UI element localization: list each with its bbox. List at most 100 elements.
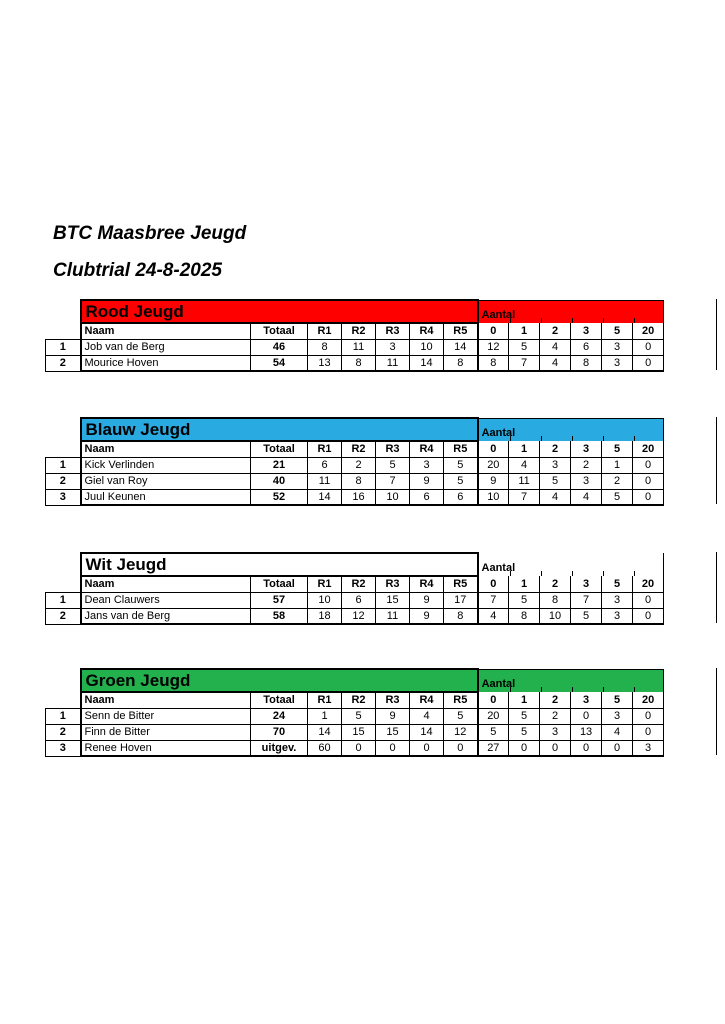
total-cell: 46 bbox=[250, 338, 308, 356]
aantal-column-header: 0 bbox=[477, 692, 510, 709]
table-row: 2 Finn de Bitter 70 14 15 15 14 12 5 5 3 13 4 0 bbox=[45, 723, 665, 741]
aantal-count-cell: 4 bbox=[477, 607, 510, 625]
round-column-header: R3 bbox=[375, 322, 410, 340]
round-score-cell: 0 bbox=[341, 739, 376, 757]
table-right-border-line bbox=[716, 668, 717, 755]
score-table: Blauw Jeugd Aantal Naam Totaal R1 R2 R3 R4 R5 0 1 2… bbox=[45, 417, 665, 506]
rank-cell: 1 bbox=[45, 456, 81, 474]
table-row: 1 Job van de Berg 46 8 11 3 10 14 12 5 4 6 3 0 bbox=[45, 338, 665, 356]
group-title: Rood Jeugd bbox=[79, 299, 479, 324]
name-column-header: Naam bbox=[79, 691, 251, 709]
aantal-band: Aantal bbox=[477, 668, 665, 692]
round-score-cell: 5 bbox=[341, 707, 376, 725]
document-title: BTC Maasbree Jeugd bbox=[53, 223, 247, 244]
name-cell: Giel van Roy bbox=[79, 472, 251, 490]
round-column-header: R3 bbox=[375, 440, 410, 458]
round-score-cell: 4 bbox=[409, 707, 444, 725]
round-score-cell: 16 bbox=[341, 488, 376, 506]
rank-cell: 2 bbox=[45, 354, 81, 372]
round-column-header: R1 bbox=[307, 440, 342, 458]
total-cell: 21 bbox=[250, 456, 308, 474]
row-number-spacer bbox=[46, 669, 81, 692]
aantal-column-header: 2 bbox=[539, 441, 572, 458]
table-row: 2 Mourice Hoven 54 13 8 11 14 8 8 7 4 8 3 0 bbox=[45, 354, 665, 372]
round-score-cell: 14 bbox=[307, 723, 342, 741]
table-right-border-line bbox=[716, 552, 717, 623]
column-tick bbox=[571, 571, 573, 576]
aantal-count-cell: 10 bbox=[477, 488, 510, 506]
aantal-count-cell: 3 bbox=[570, 472, 603, 490]
round-score-cell: 8 bbox=[442, 607, 479, 625]
aantal-column-header: 5 bbox=[601, 441, 634, 458]
aantal-count-cell: 3 bbox=[601, 707, 634, 725]
score-table-groen-jeugd: Groen Jeugd Aantal Naam Totaal R1 R2 R3 R4 R5 0 1 2… bbox=[45, 668, 717, 757]
aantal-count-cell: 5 bbox=[508, 707, 541, 725]
row-number-spacer bbox=[46, 576, 81, 592]
total-cell: 70 bbox=[250, 723, 308, 741]
total-cell: 58 bbox=[250, 607, 308, 625]
table-row: 1 Senn de Bitter 24 1 5 9 4 5 20 5 2 0 3 0 bbox=[45, 707, 665, 725]
round-score-cell: 6 bbox=[442, 488, 479, 506]
aantal-count-cell: 8 bbox=[570, 354, 603, 372]
aantal-count-cell: 7 bbox=[508, 354, 541, 372]
table-row: 3 Juul Keunen 52 14 16 10 6 6 10 7 4 4 5 0 bbox=[45, 488, 665, 506]
total-column-header: Totaal bbox=[250, 691, 308, 709]
round-score-cell: 5 bbox=[442, 472, 479, 490]
rank-cell: 3 bbox=[45, 488, 81, 506]
aantal-count-cell: 13 bbox=[570, 723, 603, 741]
rank-cell: 2 bbox=[45, 723, 81, 741]
round-score-cell: 5 bbox=[442, 456, 479, 474]
aantal-count-cell: 2 bbox=[570, 456, 603, 474]
header-row: Naam Totaal R1 R2 R3 R4 R5 0 1 2 3 5 20 bbox=[46, 322, 665, 340]
aantal-count-cell: 2 bbox=[601, 472, 634, 490]
header-row: Naam Totaal R1 R2 R3 R4 R5 0 1 2 3 5 20 bbox=[46, 440, 665, 458]
title-row: Groen Jeugd Aantal bbox=[46, 668, 665, 693]
round-score-cell: 5 bbox=[442, 707, 479, 725]
round-score-cell: 60 bbox=[307, 739, 342, 757]
aantal-column-header: 20 bbox=[632, 576, 665, 593]
round-column-header: R1 bbox=[307, 322, 342, 340]
aantal-column-header: 20 bbox=[632, 441, 665, 458]
column-tick bbox=[571, 687, 573, 692]
column-tick bbox=[602, 436, 604, 441]
aantal-count-cell: 0 bbox=[601, 739, 634, 757]
round-score-cell: 13 bbox=[307, 354, 342, 372]
aantal-column-header: 3 bbox=[570, 323, 603, 340]
aantal-column-header: 0 bbox=[477, 576, 510, 593]
aantal-count-cell: 0 bbox=[632, 338, 665, 356]
round-column-header: R4 bbox=[409, 575, 444, 593]
score-table-rood-jeugd: Rood Jeugd Aantal Naam Totaal R1 R2 R3 R4 R5 0 1 2 3… bbox=[45, 299, 717, 372]
table-row: 2 Jans van de Berg 58 18 12 11 9 8 4 8 10 5 3 0 bbox=[45, 607, 665, 625]
aantal-column-header: 3 bbox=[570, 441, 603, 458]
round-score-cell: 12 bbox=[341, 607, 376, 625]
aantal-column-header: 1 bbox=[508, 692, 541, 709]
group-title: Blauw Jeugd bbox=[79, 417, 479, 442]
score-table-blauw-jeugd: Blauw Jeugd Aantal Naam Totaal R1 R2 R3 R4 R5 0 1 2… bbox=[45, 417, 717, 506]
aantal-count-cell: 8 bbox=[539, 591, 572, 609]
score-table: Groen Jeugd Aantal Naam Totaal R1 R2 R3 R4 R5 0 1 2… bbox=[45, 668, 665, 757]
rank-cell: 2 bbox=[45, 472, 81, 490]
aantal-count-cell: 4 bbox=[539, 338, 572, 356]
round-score-cell: 14 bbox=[307, 488, 342, 506]
round-column-header: R2 bbox=[341, 322, 376, 340]
aantal-count-cell: 5 bbox=[601, 488, 634, 506]
column-tick bbox=[509, 318, 511, 323]
total-cell: 52 bbox=[250, 488, 308, 506]
round-column-header: R1 bbox=[307, 575, 342, 593]
round-column-header: R4 bbox=[409, 322, 444, 340]
round-column-header: R3 bbox=[375, 691, 410, 709]
aantal-count-cell: 4 bbox=[539, 488, 572, 506]
aantal-count-cell: 7 bbox=[570, 591, 603, 609]
score-table-wit-jeugd: Wit Jeugd Aantal Naam Totaal R1 R2 R3 R4 R5 0 1 2 3 5… bbox=[45, 552, 717, 625]
column-tick bbox=[602, 318, 604, 323]
aantal-column-header: 1 bbox=[508, 576, 541, 593]
column-tick bbox=[540, 436, 542, 441]
aantal-count-cell: 4 bbox=[601, 723, 634, 741]
round-column-header: R5 bbox=[442, 575, 479, 593]
aantal-count-cell: 3 bbox=[601, 591, 634, 609]
table-right-border-line bbox=[716, 417, 717, 504]
round-score-cell: 14 bbox=[409, 723, 444, 741]
column-tick bbox=[633, 436, 635, 441]
total-cell: 24 bbox=[250, 707, 308, 725]
